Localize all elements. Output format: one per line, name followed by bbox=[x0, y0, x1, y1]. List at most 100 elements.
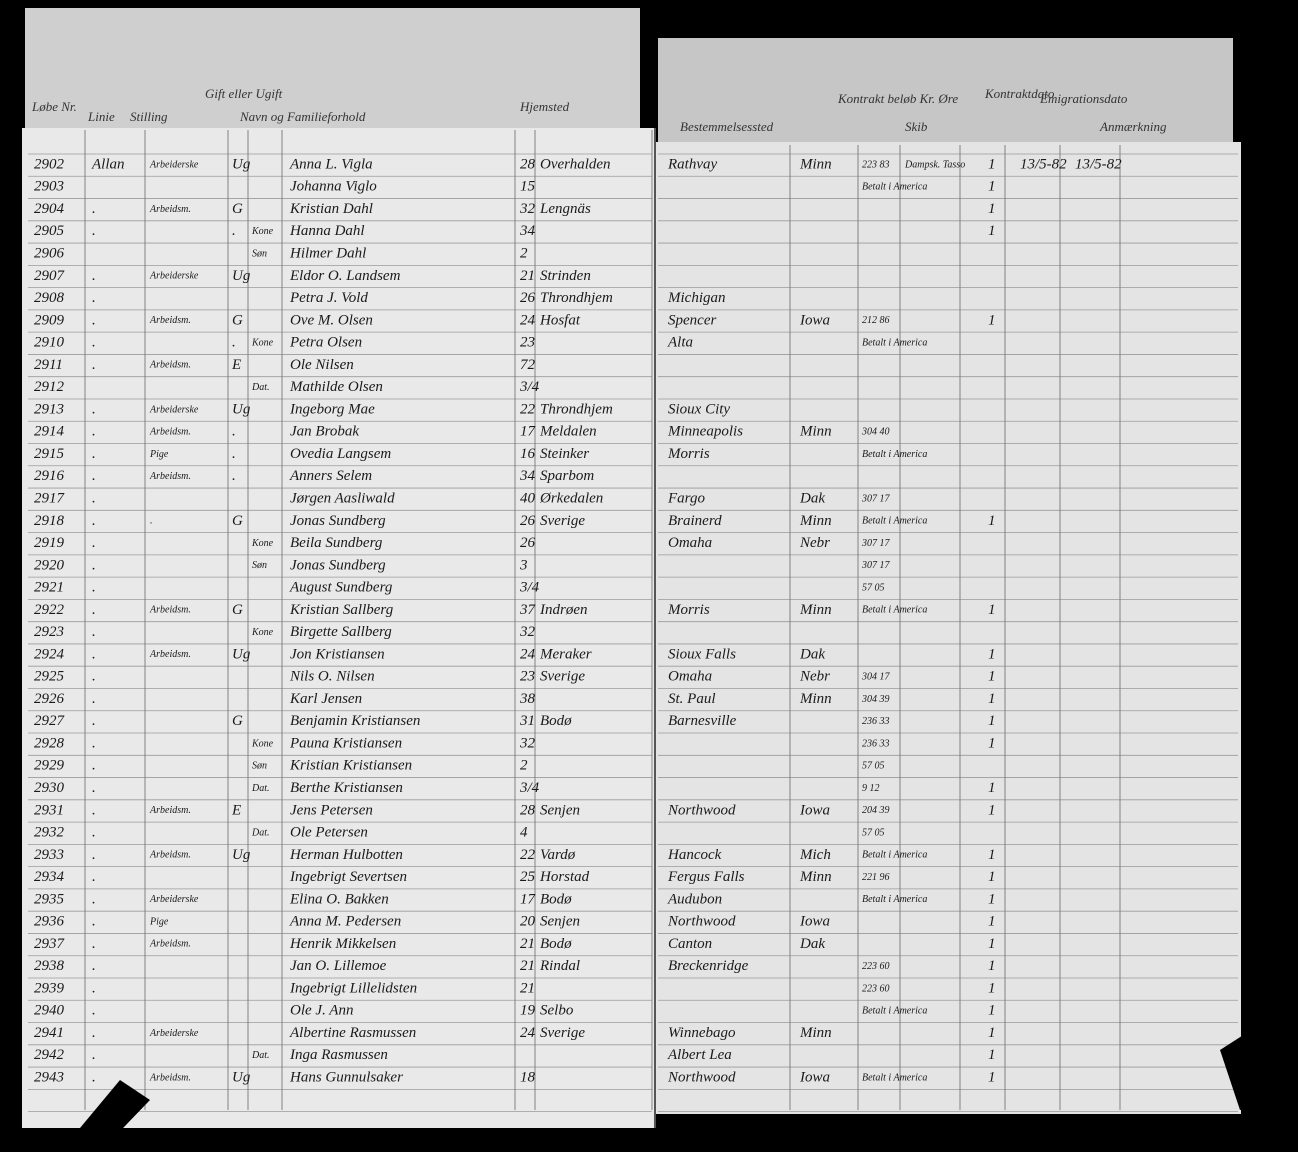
column-header: Emigrationsdato bbox=[1039, 91, 1128, 106]
occupation: Arbeidsm. bbox=[149, 939, 191, 950]
name: Berthe Kristiansen bbox=[290, 780, 403, 796]
occupation: Arbeiderske bbox=[149, 404, 199, 415]
entry-number: 2939 bbox=[34, 980, 65, 996]
name: Jørgen Aasliwald bbox=[290, 490, 395, 506]
line: . bbox=[92, 1025, 96, 1041]
line: . bbox=[92, 290, 96, 306]
line: . bbox=[92, 669, 96, 685]
column-header: Kontraktdato bbox=[984, 86, 1055, 101]
home: Indrøen bbox=[539, 602, 588, 618]
amount: 307 17 bbox=[861, 560, 891, 571]
age: 32 bbox=[519, 735, 536, 751]
destination: Fergus Falls bbox=[667, 869, 745, 885]
line: . bbox=[92, 624, 96, 640]
relation: Kone bbox=[251, 538, 274, 549]
home: Meldalen bbox=[539, 424, 597, 440]
count: 1 bbox=[988, 869, 996, 885]
entry-number: 2909 bbox=[34, 312, 65, 328]
age: 32 bbox=[519, 201, 536, 217]
line: . bbox=[92, 1003, 96, 1019]
destination: Breckenridge bbox=[668, 958, 749, 974]
entry-number: 2908 bbox=[34, 290, 65, 306]
entry-number: 2922 bbox=[34, 602, 65, 618]
occupation: Arbeidsm. bbox=[149, 805, 191, 816]
line: . bbox=[92, 557, 96, 573]
marital-status: Ug bbox=[232, 156, 251, 172]
age: 19 bbox=[520, 1003, 536, 1019]
occupation: Pige bbox=[149, 449, 169, 460]
occupation: Arbeidsm. bbox=[149, 850, 191, 861]
state: Iowa bbox=[799, 802, 830, 818]
home: Bodø bbox=[540, 713, 572, 729]
name: Herman Hulbotten bbox=[289, 847, 403, 863]
name: Kristian Sallberg bbox=[289, 602, 394, 618]
line: . bbox=[92, 513, 96, 529]
line: . bbox=[92, 580, 96, 596]
amount: 304 40 bbox=[861, 427, 890, 438]
age: 22 bbox=[520, 847, 536, 863]
entry-number: 2937 bbox=[34, 936, 66, 952]
relation: Søn bbox=[252, 560, 267, 571]
column-header: Linie bbox=[87, 109, 115, 124]
entry-number: 2928 bbox=[34, 735, 65, 751]
age: 26 bbox=[520, 535, 536, 551]
age: 24 bbox=[520, 646, 536, 662]
column-header: Skib bbox=[905, 119, 928, 134]
marital-status: G bbox=[232, 713, 243, 729]
amount: 9 12 bbox=[862, 783, 880, 794]
name: Johanna Viglo bbox=[290, 179, 377, 195]
destination: Audubon bbox=[667, 891, 722, 907]
count: 1 bbox=[988, 179, 996, 195]
amount: 304 39 bbox=[861, 694, 890, 705]
state: Dak bbox=[799, 936, 825, 952]
occupation: Arbeidsm. bbox=[149, 471, 191, 482]
entry-number: 2913 bbox=[34, 401, 64, 417]
amount: Betalt i America bbox=[862, 1006, 927, 1017]
line: . bbox=[92, 602, 96, 618]
name: Hans Gunnulsaker bbox=[289, 1070, 403, 1086]
line: . bbox=[92, 713, 96, 729]
count: 1 bbox=[988, 691, 996, 707]
occupation: . bbox=[150, 516, 153, 527]
amount: Betalt i America bbox=[862, 449, 927, 460]
age: 17 bbox=[520, 891, 537, 907]
marital-status: . bbox=[232, 335, 236, 351]
marital-status: . bbox=[232, 446, 236, 462]
destination: Sioux Falls bbox=[668, 646, 736, 662]
line: Allan bbox=[91, 156, 125, 172]
right-page bbox=[655, 142, 1241, 1114]
count: 1 bbox=[988, 847, 996, 863]
entry-number: 2935 bbox=[34, 891, 65, 907]
destination: Michigan bbox=[667, 290, 726, 306]
state: Minn bbox=[799, 156, 832, 172]
state: Iowa bbox=[799, 1070, 830, 1086]
line: . bbox=[92, 490, 96, 506]
destination: Sioux City bbox=[668, 401, 730, 417]
age: 28 bbox=[520, 802, 536, 818]
home: Sverige bbox=[540, 1025, 585, 1041]
name: Birgette Sallberg bbox=[290, 624, 392, 640]
home: Overhalden bbox=[540, 156, 611, 172]
name: Albertine Rasmussen bbox=[289, 1025, 416, 1041]
contract-date: 13/5-82 bbox=[1020, 156, 1067, 172]
name: Anners Selem bbox=[289, 468, 372, 484]
age: 3/4 bbox=[519, 780, 540, 796]
destination: Hancock bbox=[667, 847, 722, 863]
amount: 307 17 bbox=[861, 538, 891, 549]
entry-number: 2916 bbox=[34, 468, 65, 484]
destination: Morris bbox=[667, 446, 710, 462]
left-page bbox=[22, 128, 655, 1128]
age: 23 bbox=[520, 335, 535, 351]
name: Jon Kristiansen bbox=[290, 646, 385, 662]
entry-number: 2943 bbox=[34, 1070, 64, 1086]
destination: Omaha bbox=[668, 669, 712, 685]
name: Henrik Mikkelsen bbox=[289, 936, 396, 952]
marital-status: . bbox=[232, 223, 236, 239]
state: Iowa bbox=[799, 914, 830, 930]
age: 32 bbox=[519, 624, 536, 640]
entry-number: 2940 bbox=[34, 1003, 65, 1019]
occupation: Arbeiderske bbox=[149, 1028, 199, 1039]
marital-status: G bbox=[232, 602, 243, 618]
state: Minn bbox=[799, 602, 832, 618]
name: Jan O. Lillemoe bbox=[290, 958, 387, 974]
